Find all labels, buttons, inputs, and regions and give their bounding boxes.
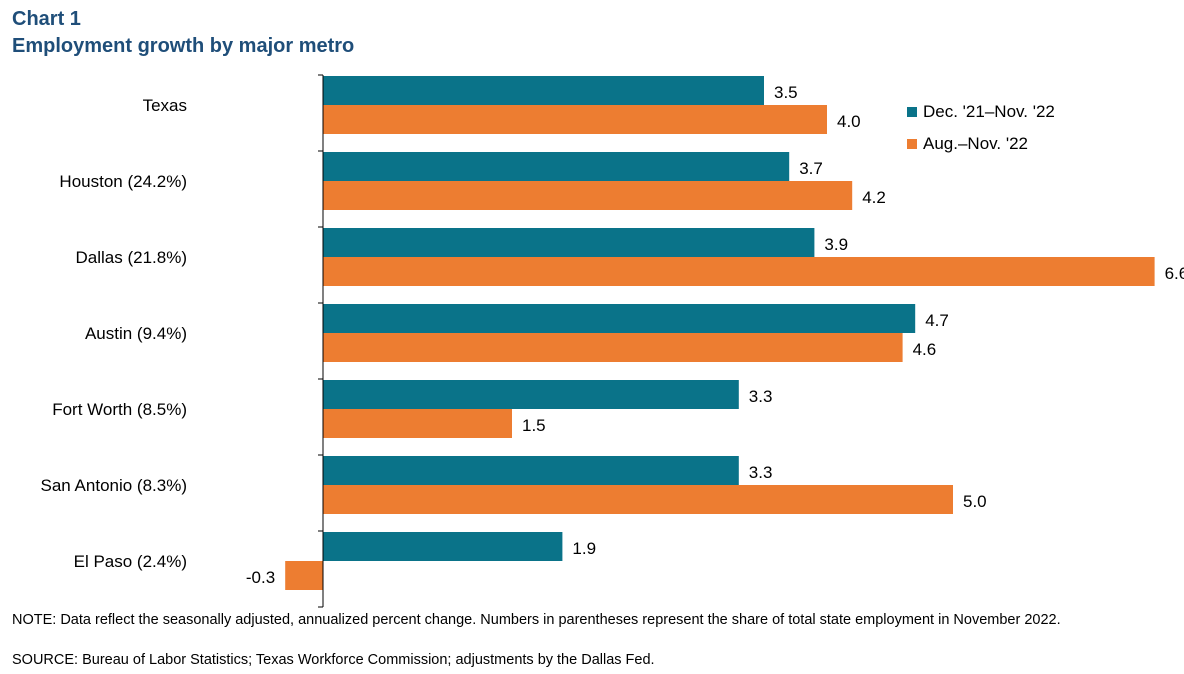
bar-series-2 [323, 485, 953, 514]
category-label: Dallas (21.8%) [76, 248, 188, 267]
data-label: 5.0 [963, 492, 987, 511]
bar-series-1 [323, 532, 563, 561]
bar-series-1 [323, 456, 739, 485]
data-label: 6.6 [1165, 264, 1184, 283]
data-label: 4.0 [837, 112, 861, 131]
data-label: 3.7 [799, 159, 823, 178]
data-label: 4.2 [862, 188, 886, 207]
legend-item-series-2: Aug.–Nov. '22 [907, 128, 1055, 160]
data-label: 3.5 [774, 83, 798, 102]
bar-series-1 [323, 304, 916, 333]
chart-note: NOTE: Data reflect the seasonally adjust… [12, 612, 1061, 628]
category-label: Austin (9.4%) [85, 324, 187, 343]
data-label: 4.6 [913, 340, 937, 359]
legend-item-series-1: Dec. '21–Nov. '22 [907, 96, 1055, 128]
category-label: El Paso (2.4%) [74, 552, 187, 571]
chart-title: Employment growth by major metro [12, 35, 355, 57]
bar-series-2 [323, 105, 827, 134]
bar-series-1 [323, 76, 764, 105]
bar-series-1 [323, 228, 815, 257]
bar-series-2 [323, 409, 512, 438]
legend-swatch-series-1 [907, 107, 917, 117]
bar-series-2 [285, 561, 323, 590]
bar-series-1 [323, 152, 790, 181]
legend-label-series-2: Aug.–Nov. '22 [923, 134, 1028, 153]
legend-swatch-series-2 [907, 139, 917, 149]
data-label: 1.5 [522, 416, 546, 435]
category-label: Texas [143, 96, 187, 115]
bar-series-2 [323, 333, 903, 362]
data-label: 3.3 [749, 387, 773, 406]
bar-series-2 [323, 181, 853, 210]
data-label: 3.3 [749, 463, 773, 482]
legend-label-series-1: Dec. '21–Nov. '22 [923, 102, 1055, 121]
data-label: 4.7 [925, 311, 949, 330]
category-label: Fort Worth (8.5%) [52, 400, 187, 419]
chart-source: SOURCE: Bureau of Labor Statistics; Texa… [12, 652, 655, 668]
category-label: San Antonio (8.3%) [41, 476, 187, 495]
bar-series-1 [323, 380, 739, 409]
category-label: Houston (24.2%) [59, 172, 187, 191]
chart-label: Chart 1 [12, 8, 81, 30]
data-label: 3.9 [824, 235, 848, 254]
data-label: 1.9 [572, 539, 596, 558]
data-label: -0.3 [246, 568, 275, 587]
bar-series-2 [323, 257, 1155, 286]
legend: Dec. '21–Nov. '22 Aug.–Nov. '22 [907, 96, 1055, 160]
